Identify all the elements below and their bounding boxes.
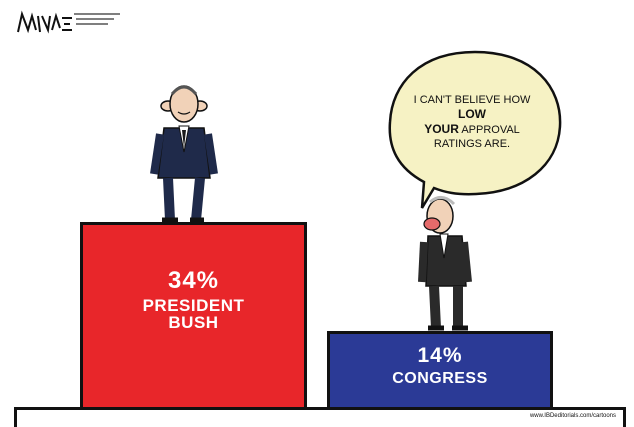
cartoonist-signature-logo [16, 6, 128, 40]
congress-podium-label: CONGRESS [330, 370, 550, 387]
podium-congress: 14% CONGRESS [327, 331, 553, 412]
source-credit: www.IBDeditorials.com/cartoons [530, 413, 616, 419]
bush-podium-label: PRESIDENT BUSH [124, 297, 264, 331]
podium-president-bush: 34% PRESIDENT BUSH [80, 222, 307, 412]
congress-approval-percent: 14% [330, 344, 550, 368]
bush-approval-percent: 34% [83, 267, 304, 295]
congress-figure [412, 186, 482, 334]
speech-bubble-text: I CAN'T BELIEVE HOW LOW YOUR APPROVAL RA… [412, 93, 532, 151]
bush-figure [146, 82, 222, 226]
